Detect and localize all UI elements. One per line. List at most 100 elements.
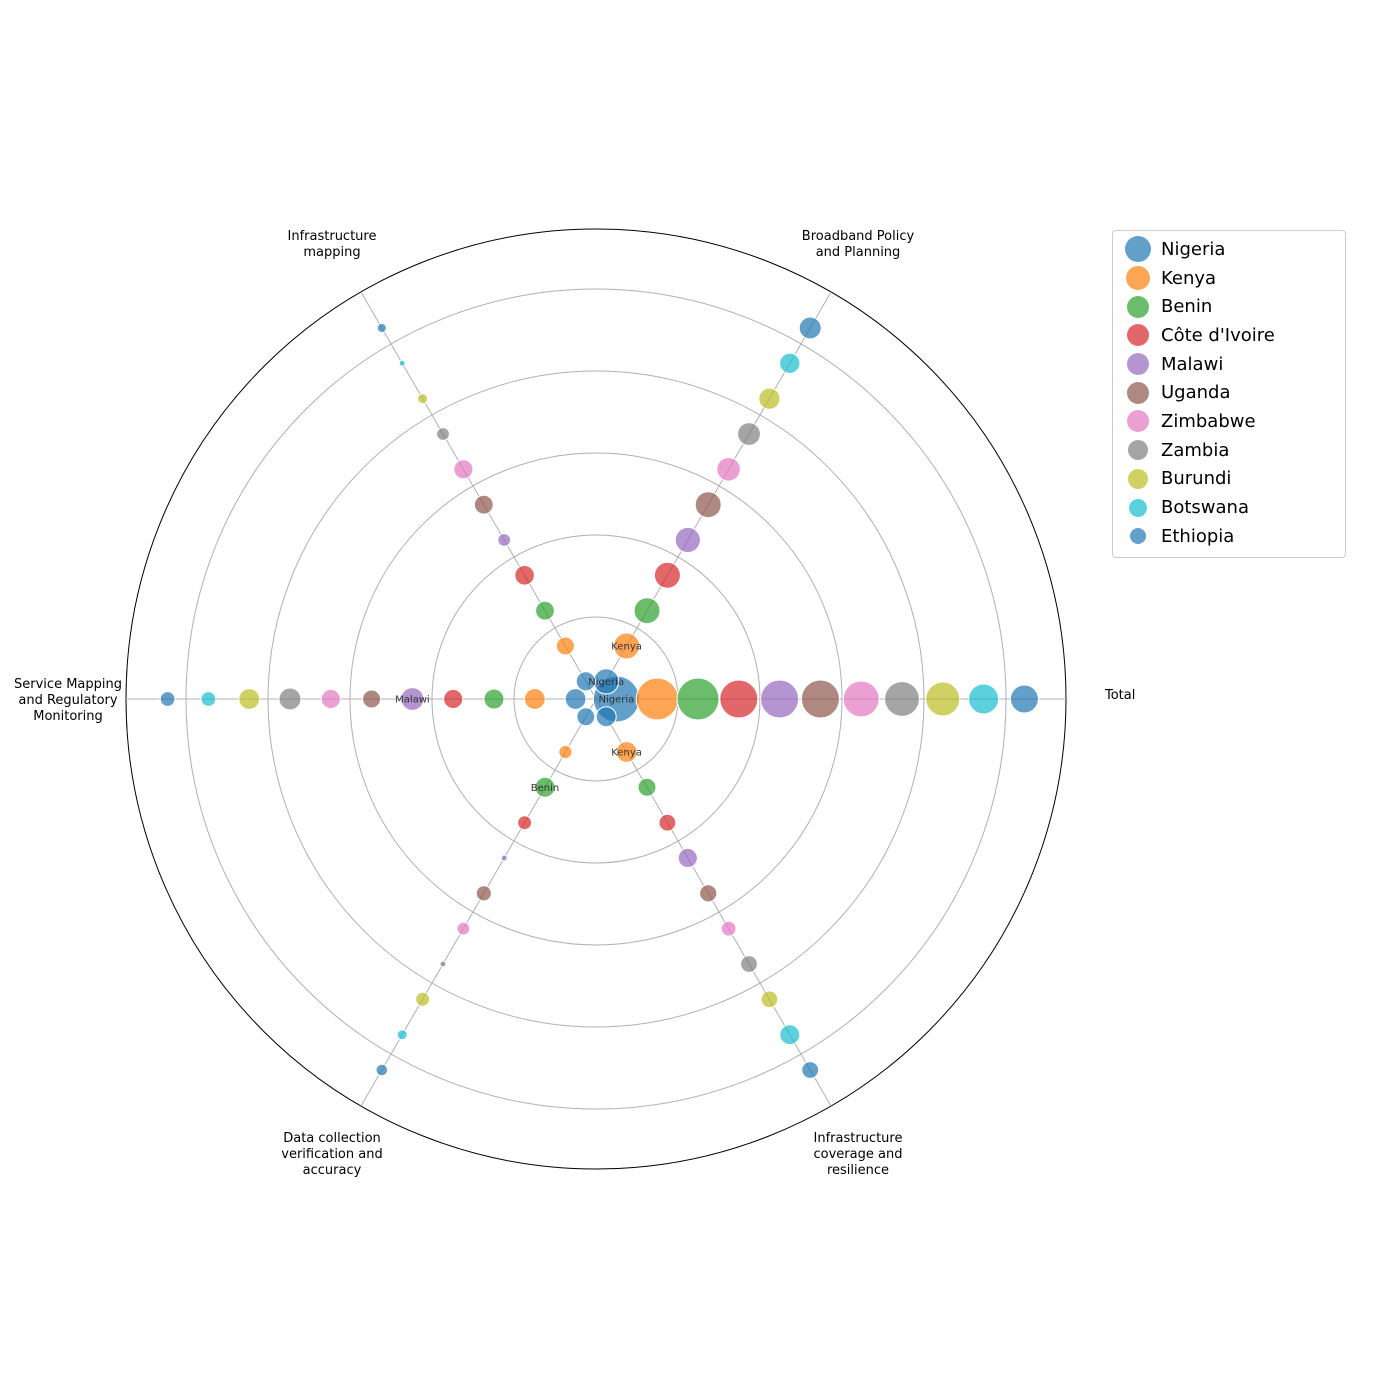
bubble-service_mapping-ethiopia (160, 692, 175, 707)
legend-item-kenya: Kenya (1113, 264, 1345, 293)
axis-label-line: Broadband Policy (802, 229, 915, 244)
bubble-total-c-te-d-ivoire (720, 680, 758, 718)
bubble-label-data_collection-benin: Benin (531, 783, 559, 794)
bubble-infra_coverage-ethiopia (802, 1062, 819, 1079)
bubble-data_collection-nigeria (577, 708, 595, 726)
bubble-infra_mapping-zambia (437, 428, 450, 441)
axis-label-line: and Regulatory (18, 693, 118, 708)
bubble-infra_mapping-burundi (418, 394, 428, 404)
legend-marker (1125, 265, 1151, 291)
bubble-service_mapping-burundi (239, 689, 260, 710)
bubble-total-ethiopia (1010, 685, 1038, 713)
bubble-infra_coverage-burundi (761, 991, 778, 1008)
legend-item-ethiopia: Ethiopia (1113, 522, 1345, 551)
legend-marker (1125, 236, 1151, 262)
legend-item-benin: Benin (1113, 292, 1345, 321)
legend-label: Ethiopia (1161, 526, 1234, 547)
bubble-data_collection-zambia (440, 961, 446, 967)
legend-label: Uganda (1161, 382, 1231, 403)
legend-item-c-te-d-ivoire: Côte d'Ivoire (1113, 321, 1345, 350)
axis-label-line: mapping (303, 245, 360, 260)
bubble-broadband-uganda (695, 492, 721, 518)
axis-label-line: Monitoring (33, 709, 103, 724)
bubble-infra_mapping-malawi (498, 534, 511, 547)
legend-label: Côte d'Ivoire (1161, 325, 1275, 346)
legend-marker (1125, 322, 1151, 348)
legend-label: Zambia (1161, 440, 1229, 461)
bubble-service_mapping-zambia (279, 688, 301, 710)
axis-label-data_collection: Data collection verification and accuracy (281, 1131, 382, 1178)
bubble-data_collection-malawi (501, 855, 507, 861)
bubble-infra_coverage-uganda (700, 885, 717, 902)
bubble-infra_mapping-uganda (474, 495, 493, 514)
bubble-data_collection-burundi (416, 992, 430, 1006)
bubble-data_collection-ethiopia (376, 1064, 388, 1076)
legend-marker (1125, 351, 1151, 377)
bubble-total-kenya (636, 678, 678, 720)
bubble-service_mapping-nigeria (565, 689, 586, 710)
bubble-label-infra_coverage-kenya: Kenya (611, 748, 642, 759)
legend-item-malawi: Malawi (1113, 350, 1345, 379)
bubble-total-uganda (801, 680, 839, 718)
legend-label: Burundi (1161, 468, 1231, 489)
legend: Nigeria Kenya Benin Côte d'Ivoire Malawi Ugan… (1112, 230, 1346, 558)
legend-item-botswana: Botswana (1113, 493, 1345, 522)
bubble-broadband-benin (634, 598, 660, 624)
bubble-service_mapping-benin (484, 689, 504, 709)
axis-label-service_mapping: Service Mapping and Regulatory Monitoring (14, 677, 122, 724)
legend-item-uganda: Uganda (1113, 378, 1345, 407)
bubble-infra_mapping-benin (536, 601, 555, 620)
axis-label-broadband: Broadband Policy and Planning (802, 229, 915, 260)
bubble-infra_coverage-c-te-d-ivoire (659, 814, 676, 831)
legend-label: Malawi (1161, 354, 1223, 375)
legend-item-zimbabwe: Zimbabwe (1113, 407, 1345, 436)
bubble-label-broadband-nigeria: Nigeria (588, 677, 624, 688)
bubble-infra_mapping-botswana (399, 360, 405, 366)
legend-marker (1125, 408, 1151, 434)
bubble-infra_coverage-zambia (741, 956, 758, 973)
bubble-service_mapping-botswana (201, 692, 216, 707)
bubble-data_collection-botswana (397, 1030, 407, 1040)
bubble-infra_mapping-kenya (556, 637, 574, 655)
legend-label: Nigeria (1161, 239, 1225, 260)
bubble-infra_mapping-ethiopia (377, 323, 386, 332)
legend-label: Zimbabwe (1161, 411, 1256, 432)
axis-label-line: resilience (827, 1163, 889, 1178)
bubble-service_mapping-zimbabwe (321, 689, 340, 708)
bubble-broadband-zambia (738, 423, 761, 446)
bubble-broadband-burundi (759, 388, 780, 409)
bubble-total-malawi (761, 680, 799, 718)
bubble-label-broadband-kenya: Kenya (611, 642, 642, 653)
bubble-total-zimbabwe (843, 681, 879, 717)
bubble-service_mapping-c-te-d-ivoire (444, 689, 463, 708)
legend-marker (1125, 495, 1151, 521)
bubble-infra_mapping-c-te-d-ivoire (515, 566, 535, 586)
axis-label-line: accuracy (303, 1163, 362, 1178)
legend-marker (1125, 523, 1151, 549)
bubble-infra_coverage-zimbabwe (721, 921, 736, 936)
axis-label-total: Total (1104, 688, 1135, 703)
legend-item-nigeria: Nigeria (1113, 235, 1345, 264)
axis-label-infra_coverage: Infrastructure coverage and resilience (814, 1131, 903, 1178)
bubble-infra_coverage-nigeria (596, 707, 616, 727)
bubble-infra_mapping-zimbabwe (454, 460, 473, 479)
axis-label-line: coverage and (814, 1147, 903, 1162)
bubble-label-total-nigeria: Nigeria (599, 695, 635, 706)
bubble-broadband-ethiopia (799, 317, 821, 339)
axis-label-line: Service Mapping (14, 677, 122, 692)
bubble-broadband-zimbabwe (717, 458, 741, 482)
axis-label-line: verification and (281, 1147, 382, 1162)
axis-label-line: Infrastructure (288, 229, 377, 244)
legend-item-zambia: Zambia (1113, 436, 1345, 465)
bubble-broadband-malawi (675, 527, 700, 552)
bubble-infra_coverage-malawi (678, 848, 697, 867)
bubble-infra_coverage-botswana (780, 1025, 800, 1045)
bubble-data_collection-c-te-d-ivoire (518, 816, 532, 830)
legend-marker (1125, 466, 1151, 492)
axis-label-line: and Planning (816, 245, 901, 260)
bubble-total-benin (677, 678, 719, 720)
legend-label: Kenya (1161, 268, 1216, 289)
bubble-broadband-c-te-d-ivoire (654, 562, 680, 588)
axis-label-line: Data collection (283, 1131, 381, 1146)
